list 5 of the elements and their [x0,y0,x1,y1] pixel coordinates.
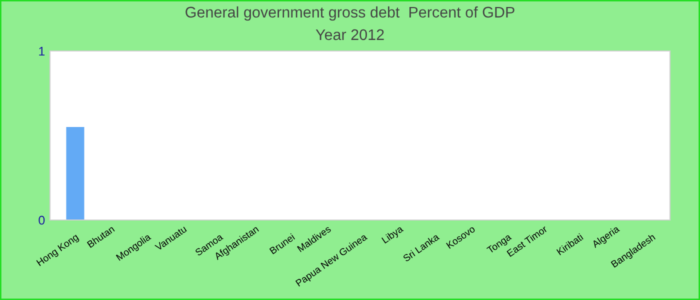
chart-title: General government gross debt Percent of GDP [186,6,514,21]
y-tick-label: 0 [38,216,45,225]
chart-subtitle: Year 2012 [316,29,384,40]
y-tick-label: 1 [39,46,45,56]
x-tick-label: Libya [381,224,405,246]
